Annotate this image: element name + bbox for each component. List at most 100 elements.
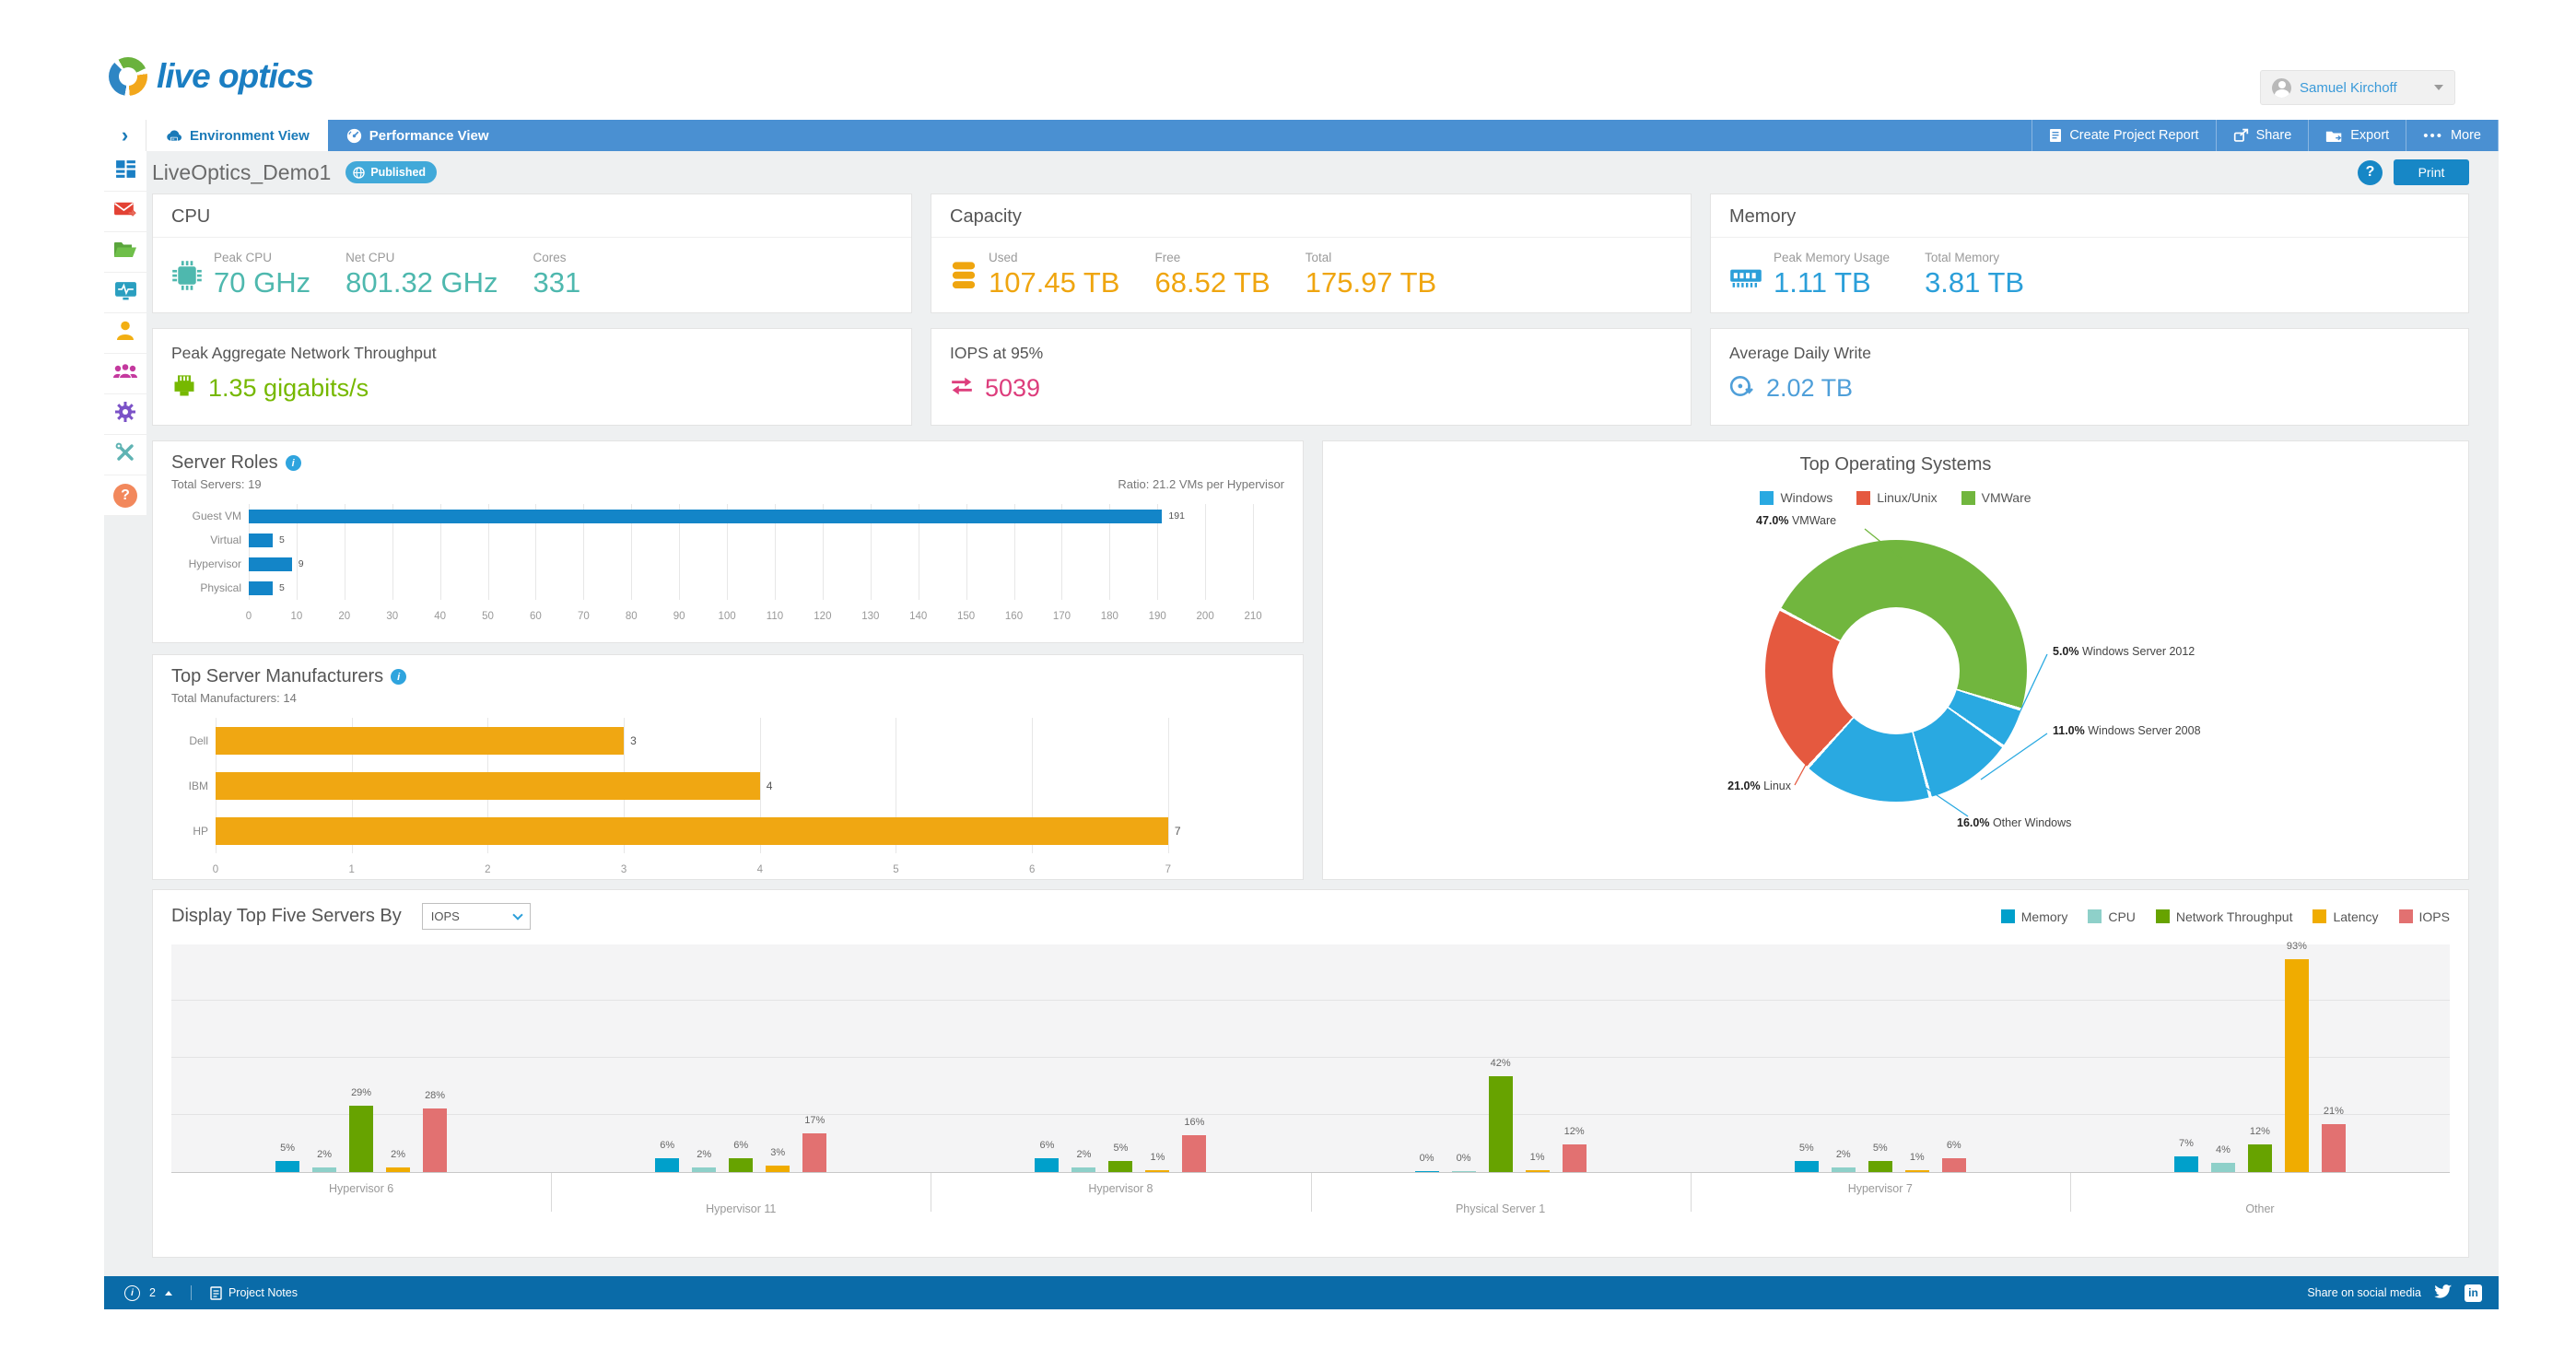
bar <box>216 816 1168 845</box>
status-badge: Published <box>345 161 438 183</box>
card-title: Memory <box>1711 194 2468 238</box>
top-servers-select[interactable]: IOPS <box>421 903 531 930</box>
bar-value-label: 12% <box>1563 1126 1585 1138</box>
ethernet-icon <box>171 374 197 403</box>
bar <box>216 771 760 800</box>
storage-stack-icon <box>950 260 978 296</box>
share-button[interactable]: Share <box>2215 120 2309 151</box>
sidebar: ? <box>104 151 146 516</box>
system-monitor-icon <box>114 280 137 306</box>
globe-icon <box>353 166 366 179</box>
gear-icon <box>114 401 136 428</box>
bar-value-label: 7% <box>2178 1137 2194 1149</box>
chevron-down-icon <box>2434 85 2443 90</box>
card-title: Capacity <box>931 194 1691 238</box>
cpu-chip-icon <box>171 260 203 296</box>
tab-environment-view[interactable]: Environment View <box>146 120 328 151</box>
project-notes-button[interactable]: Project Notes <box>210 1285 298 1300</box>
dashboard-icon <box>114 158 137 185</box>
bar-value: 4 <box>766 779 773 792</box>
linkedin-icon[interactable]: in <box>2465 1284 2482 1302</box>
bar-value-label: 6% <box>1946 1140 1961 1152</box>
bar-value-label: 42% <box>1490 1057 1511 1069</box>
page-help-button[interactable]: ? <box>2358 159 2383 185</box>
bar-value: 5 <box>278 534 285 545</box>
tab-performance-view[interactable]: Performance View <box>328 120 508 151</box>
iops-card: IOPS at 95% 5039 <box>931 328 1692 426</box>
export-button[interactable]: Export <box>2308 120 2406 151</box>
bar-value-label: 6% <box>733 1140 749 1152</box>
axis-tick: 180 <box>1100 611 1118 622</box>
ram-icon <box>1729 264 1762 296</box>
sidebar-item-user[interactable] <box>104 313 146 354</box>
bar-group: 6% 2% 5% 1% 16% <box>931 944 1310 1172</box>
sidebar-item-help[interactable]: ? <box>104 475 146 516</box>
user-menu[interactable]: Samuel Kirchoff <box>2260 70 2455 105</box>
bar-value: 3 <box>630 733 637 747</box>
bar-value-label: 4% <box>2215 1144 2231 1156</box>
metric-used: Used 107.45 TB <box>989 251 1120 299</box>
sidebar-item-settings[interactable] <box>104 394 146 435</box>
slice-label-other-windows: 16.0% Other Windows <box>1957 816 2072 829</box>
axis-tick: 210 <box>1244 611 1262 622</box>
bar: 0% <box>1414 1153 1439 1172</box>
sidebar-item-dashboard[interactable] <box>104 151 146 192</box>
legend-item: Network Throughput <box>2155 909 2292 924</box>
sidebar-item-monitor[interactable] <box>104 273 146 313</box>
bar: 29% <box>349 1087 374 1172</box>
bar: 12% <box>2247 1126 2272 1172</box>
sidebar-item-tools[interactable] <box>104 435 146 475</box>
slice-label-vmware: 47.0% VMWare <box>1756 514 1837 527</box>
legend-swatch <box>1760 490 1774 505</box>
axis-tick: 5 <box>893 864 899 875</box>
team-icon <box>112 361 138 386</box>
axis-tick: 3 <box>620 864 627 875</box>
legend-label: IOPS <box>2418 909 2450 924</box>
axis-tick: 4 <box>756 864 763 875</box>
info-icon[interactable]: i <box>285 455 301 471</box>
cloud-server-icon <box>165 129 182 143</box>
user-avatar-icon <box>2272 77 2291 98</box>
memory-card: Memory Peak Memory Usage 1.11 TB Total M… <box>1710 193 2469 313</box>
bar: 5% <box>1794 1143 1819 1172</box>
twitter-icon[interactable] <box>2434 1284 2452 1302</box>
bar-value-label: 2% <box>1835 1149 1851 1161</box>
sidebar-item-team[interactable] <box>104 354 146 394</box>
sidebar-item-projects[interactable] <box>104 232 146 273</box>
sidebar-item-mail[interactable] <box>104 192 146 232</box>
axis-tick: 120 <box>814 611 832 622</box>
live-optics-logo-icon <box>109 57 147 96</box>
info-icon[interactable]: i <box>391 669 407 685</box>
more-button[interactable]: ••• More <box>2406 120 2499 151</box>
bar-value: 191 <box>1168 510 1185 522</box>
tab-label: Performance View <box>369 127 489 144</box>
chart-gridlines <box>249 504 1277 600</box>
logo: live optics <box>109 57 314 96</box>
select-value: IOPS <box>430 909 460 923</box>
info-icon[interactable]: i <box>124 1284 140 1301</box>
sidebar-collapse-button[interactable]: › <box>104 120 146 151</box>
create-project-report-button[interactable]: Create Project Report <box>2032 120 2215 151</box>
print-button[interactable]: Print <box>2394 159 2469 185</box>
bar-value-label: 17% <box>804 1114 825 1126</box>
bar: 28% <box>423 1090 448 1172</box>
bar <box>249 533 273 547</box>
legend-swatch <box>2000 909 2015 923</box>
chevron-up-icon[interactable] <box>164 1290 172 1296</box>
bar-value-label: 28% <box>425 1089 446 1101</box>
bar-value: 7 <box>1174 824 1181 838</box>
top-servers-card: Display Top Five Servers By IOPS Memory C… <box>152 889 2469 1258</box>
bar-value-label: 1% <box>1529 1151 1545 1163</box>
axis-tick: 40 <box>434 611 447 622</box>
bar-value-label: 12% <box>2249 1126 2270 1138</box>
server-roles-card: Server Roles i Total Servers: 19 Ratio: … <box>152 440 1304 643</box>
bar: 1% <box>1904 1152 1929 1172</box>
nav-spacer <box>508 120 2032 151</box>
bar: 3% <box>766 1147 790 1172</box>
server-roles-chart: Guest VM 191 Virtual 5 Hypervisor 9 Physical 5 0… <box>171 504 1284 629</box>
bar-value-label: 5% <box>1798 1142 1814 1154</box>
tab-label: Environment View <box>190 127 310 144</box>
bar: 4% <box>2210 1144 2235 1172</box>
title-row: LiveOptics_Demo1 Published ? Print <box>152 157 2469 188</box>
bar-group: 7% 4% 12% 93% 21% <box>2070 941 2450 1172</box>
